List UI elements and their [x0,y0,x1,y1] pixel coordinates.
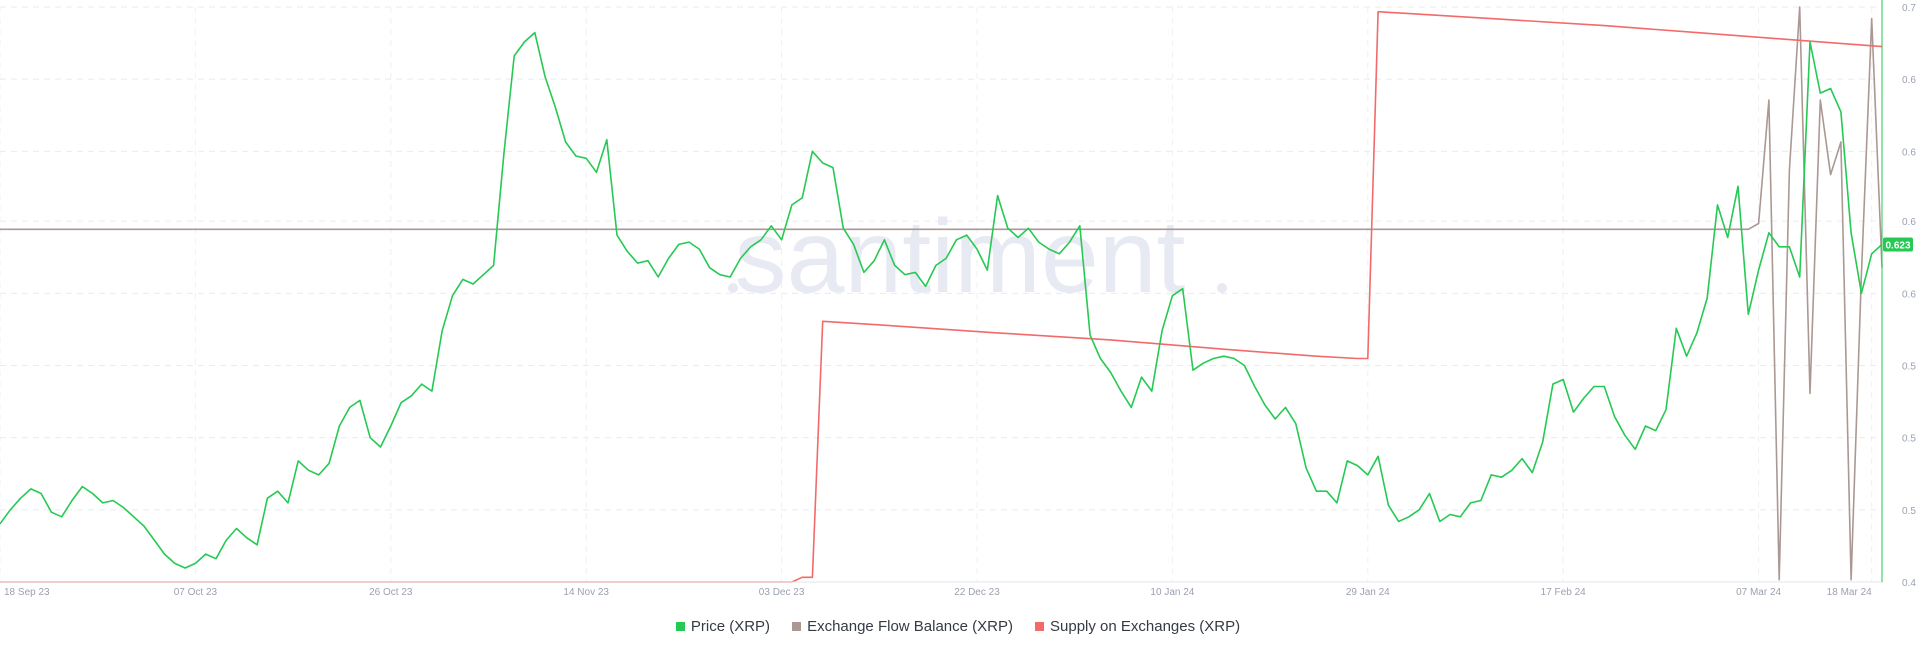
legend-label-exchange-flow-balance: Exchange Flow Balance (XRP) [807,618,1013,635]
current-value-badge [1883,237,1913,252]
legend-item-supply-on-exchanges[interactable]: Supply on Exchanges (XRP) [1035,618,1240,635]
legend-item-exchange-flow-balance[interactable]: Exchange Flow Balance (XRP) [792,618,1013,635]
series-line-exchange-flow-balance [0,6,1883,581]
legend-item-price[interactable]: Price (XRP) [675,618,771,635]
y-tick-label: 0.478 [1902,578,1916,589]
watermark-dot-right [1217,283,1227,293]
x-tick-label: 29 Jan 24 [1346,587,1390,598]
legend-swatch-price [675,622,685,631]
y-tick-label: 0.602 [1902,289,1916,300]
x-tick-label: 26 Oct 23 [369,587,413,598]
x-tick-label: 18 Sep 23 [4,587,50,598]
legend: Price (XRP) Exchange Flow Balance (XRP) … [0,618,1916,635]
legend-swatch-supply-on-exchanges [1035,622,1044,631]
y-tick-label: 0.663 [1902,147,1916,158]
y-tick-label: 0.725 [1902,3,1916,14]
x-tick-label: 07 Oct 23 [174,587,218,598]
series-line-supply-on-exchanges [0,10,1883,583]
current-value-label: 0.623 [1885,240,1910,251]
y-tick-label: 0.633 [1902,217,1916,228]
y-tick-label: 0.54 [1902,434,1916,445]
series-line-price [0,31,1883,569]
legend-swatch-exchange-flow-balance [792,622,802,631]
legend-label-price: Price (XRP) [690,618,771,635]
watermark-dot-left [728,283,738,293]
y-tick-label: 0.509 [1902,506,1916,517]
x-tick-label: 07 Mar 24 [1736,587,1781,598]
santiment-watermark: santiment [735,199,1186,315]
x-tick-label: 03 Dec 23 [759,587,805,598]
legend-label-supply-on-exchanges: Supply on Exchanges (XRP) [1050,618,1241,635]
x-tick-label: 14 Nov 23 [563,587,609,598]
x-tick-label: 10 Jan 24 [1150,587,1194,598]
y-tick-label: 0.694 [1902,75,1916,86]
x-tick-label: 22 Dec 23 [954,587,1000,598]
y-tick-label: 0.571 [1902,362,1916,373]
x-tick-label: 17 Feb 24 [1541,587,1586,598]
x-tick-label: 18 Mar 24 [1827,587,1872,598]
